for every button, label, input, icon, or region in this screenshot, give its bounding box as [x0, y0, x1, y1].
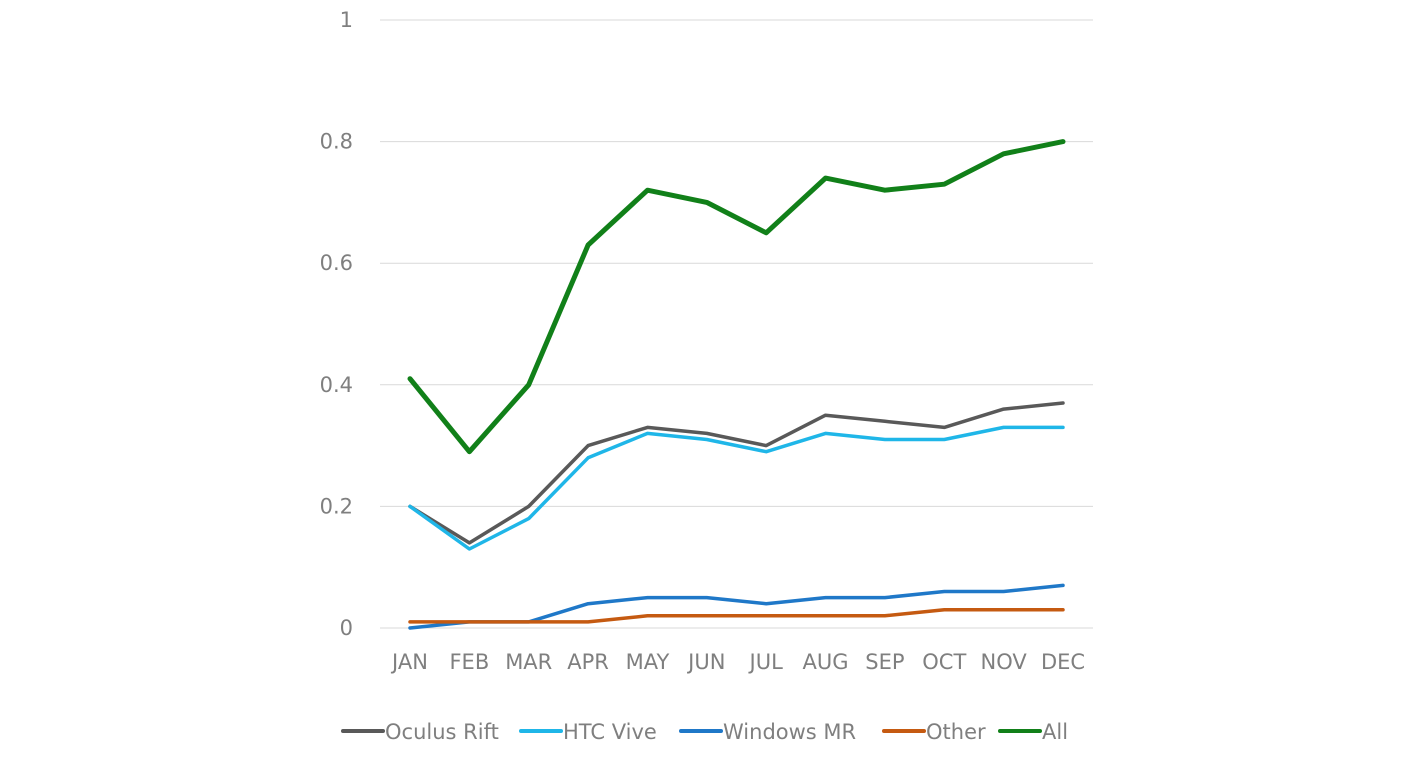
y-axis: 0 0.2 0.4 0.6 0.8 1 — [320, 8, 353, 640]
y-tick-label: 0 — [340, 616, 353, 640]
legend-label: Other — [926, 720, 986, 744]
x-tick-label: JUN — [686, 650, 725, 674]
x-tick-label: OCT — [922, 650, 966, 674]
legend-label: Windows MR — [723, 720, 856, 744]
y-tick-label: 1 — [340, 8, 353, 32]
x-tick-label: SEP — [865, 650, 904, 674]
legend: Oculus Rift HTC Vive Windows MR Other All — [341, 720, 1068, 744]
y-tick-label: 0.2 — [320, 494, 353, 518]
legend-label: HTC Vive — [563, 720, 657, 744]
x-tick-label: MAR — [505, 650, 552, 674]
x-tick-label: FEB — [449, 650, 489, 674]
series-line-all — [407, 139, 1066, 455]
x-tick-label: MAY — [626, 650, 670, 674]
x-axis: JAN FEB MAR APR MAY JUN JUL AUG SEP OCT NOV DEC — [390, 650, 1085, 674]
x-tick-label: NOV — [981, 650, 1028, 674]
x-tick-label: DEC — [1041, 650, 1085, 674]
legend-label: Oculus Rift — [385, 720, 499, 744]
series-lines — [407, 139, 1066, 630]
legend-label: All — [1042, 720, 1068, 744]
x-tick-label: JUL — [748, 650, 784, 674]
y-tick-label: 0.4 — [320, 373, 353, 397]
y-tick-label: 0.8 — [320, 130, 353, 154]
y-tick-label: 0.6 — [320, 251, 353, 275]
x-tick-label: AUG — [803, 650, 849, 674]
gridlines — [380, 19, 1093, 629]
series-line-oculus-rift — [408, 401, 1065, 545]
x-tick-label: APR — [567, 650, 609, 674]
series-line-other — [408, 608, 1065, 624]
x-tick-label: JAN — [390, 650, 428, 674]
series-line-htc-vive — [408, 425, 1065, 551]
